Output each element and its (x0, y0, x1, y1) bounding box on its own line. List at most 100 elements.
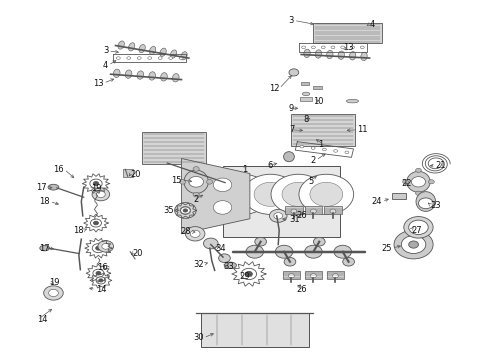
Ellipse shape (361, 52, 367, 60)
Ellipse shape (184, 170, 208, 193)
Text: 19: 19 (91, 184, 101, 193)
Bar (314, 23, 382, 43)
Bar (283, 271, 300, 279)
Ellipse shape (206, 180, 213, 184)
Circle shape (275, 245, 293, 258)
Circle shape (183, 209, 188, 212)
Text: 32: 32 (193, 260, 203, 269)
Text: 7: 7 (289, 125, 294, 134)
Circle shape (271, 174, 326, 215)
Circle shape (245, 271, 252, 276)
Text: 22: 22 (401, 179, 412, 188)
Text: 28: 28 (181, 228, 191, 237)
Circle shape (96, 271, 101, 275)
Circle shape (96, 246, 101, 250)
Ellipse shape (169, 57, 172, 59)
Ellipse shape (312, 46, 316, 49)
Text: 5: 5 (309, 177, 314, 186)
Circle shape (96, 277, 106, 284)
Circle shape (102, 243, 110, 249)
Circle shape (332, 274, 338, 278)
Ellipse shape (416, 192, 436, 211)
Ellipse shape (322, 148, 326, 151)
Ellipse shape (179, 57, 183, 59)
Ellipse shape (148, 57, 152, 59)
Ellipse shape (416, 191, 421, 195)
Text: 26: 26 (296, 285, 307, 294)
Circle shape (241, 268, 257, 280)
Ellipse shape (334, 150, 338, 152)
Text: 20: 20 (133, 249, 143, 258)
Circle shape (311, 209, 317, 213)
Circle shape (315, 170, 322, 176)
Text: 27: 27 (411, 226, 422, 235)
Ellipse shape (341, 46, 344, 49)
Ellipse shape (116, 57, 120, 59)
Ellipse shape (137, 57, 141, 59)
Text: 12: 12 (269, 84, 279, 93)
Text: 14: 14 (37, 315, 48, 324)
Ellipse shape (161, 73, 167, 81)
Ellipse shape (127, 57, 131, 59)
Ellipse shape (315, 50, 321, 58)
Bar (392, 193, 406, 199)
Text: 9: 9 (289, 104, 294, 113)
Text: 3: 3 (289, 16, 294, 25)
Bar (285, 206, 303, 214)
Text: 3: 3 (103, 46, 108, 55)
Ellipse shape (416, 168, 421, 172)
Text: 30: 30 (193, 333, 203, 342)
Text: 33: 33 (223, 262, 234, 271)
Text: 26: 26 (296, 211, 307, 220)
Circle shape (330, 209, 336, 213)
Circle shape (190, 230, 200, 237)
Text: 23: 23 (431, 201, 441, 210)
Circle shape (274, 213, 283, 219)
Circle shape (412, 177, 425, 187)
Text: 34: 34 (216, 244, 226, 253)
Circle shape (270, 210, 287, 222)
Bar (300, 97, 312, 101)
Bar (123, 168, 133, 177)
Text: 14: 14 (96, 285, 106, 294)
Circle shape (189, 176, 203, 187)
Ellipse shape (172, 73, 179, 82)
Ellipse shape (181, 52, 187, 60)
Circle shape (334, 245, 351, 258)
Text: 29: 29 (240, 272, 250, 281)
Bar (292, 114, 355, 146)
Circle shape (409, 241, 418, 248)
Ellipse shape (125, 70, 132, 78)
Circle shape (97, 191, 105, 198)
Text: 24: 24 (371, 197, 382, 206)
Polygon shape (181, 158, 250, 234)
Text: 11: 11 (357, 125, 368, 134)
Text: 8: 8 (304, 114, 309, 123)
Ellipse shape (284, 152, 294, 162)
Text: 1: 1 (243, 165, 248, 174)
Text: 6: 6 (267, 161, 272, 170)
Circle shape (93, 181, 98, 186)
Bar (223, 166, 340, 237)
Bar (327, 271, 344, 279)
Text: 4: 4 (103, 61, 108, 70)
Circle shape (90, 179, 102, 188)
Ellipse shape (345, 151, 349, 154)
Circle shape (219, 254, 230, 262)
Circle shape (203, 238, 218, 249)
Text: 13: 13 (93, 79, 103, 88)
Circle shape (401, 235, 426, 253)
Text: 18: 18 (73, 226, 84, 235)
Circle shape (254, 182, 287, 206)
Ellipse shape (300, 145, 304, 148)
Bar (201, 313, 309, 347)
Bar (305, 206, 322, 214)
Ellipse shape (394, 230, 433, 259)
Circle shape (94, 221, 98, 225)
Text: 18: 18 (39, 197, 49, 206)
Text: 21: 21 (436, 161, 446, 170)
Text: 2: 2 (194, 195, 199, 204)
Ellipse shape (360, 46, 364, 49)
Circle shape (299, 174, 354, 215)
Ellipse shape (128, 43, 135, 51)
